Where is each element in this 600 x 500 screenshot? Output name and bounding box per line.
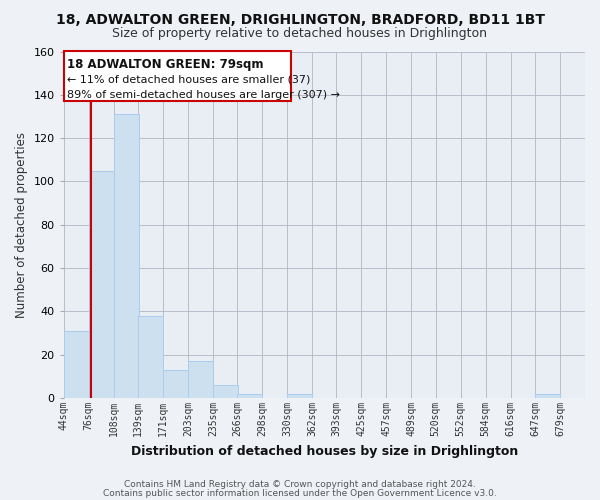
Text: 89% of semi-detached houses are larger (307) →: 89% of semi-detached houses are larger (… xyxy=(67,90,340,101)
Bar xyxy=(114,114,139,398)
Text: Size of property relative to detached houses in Drighlington: Size of property relative to detached ho… xyxy=(113,28,487,40)
Bar xyxy=(64,52,291,102)
Bar xyxy=(89,170,113,398)
Text: 18 ADWALTON GREEN: 79sqm: 18 ADWALTON GREEN: 79sqm xyxy=(67,58,263,71)
Text: Contains public sector information licensed under the Open Government Licence v3: Contains public sector information licen… xyxy=(103,488,497,498)
Bar xyxy=(213,385,238,398)
Text: Contains HM Land Registry data © Crown copyright and database right 2024.: Contains HM Land Registry data © Crown c… xyxy=(124,480,476,489)
Bar xyxy=(535,394,560,398)
Text: 18, ADWALTON GREEN, DRIGHLINGTON, BRADFORD, BD11 1BT: 18, ADWALTON GREEN, DRIGHLINGTON, BRADFO… xyxy=(56,12,545,26)
Y-axis label: Number of detached properties: Number of detached properties xyxy=(15,132,28,318)
Bar xyxy=(188,362,213,398)
Bar xyxy=(238,394,262,398)
Bar xyxy=(138,316,163,398)
X-axis label: Distribution of detached houses by size in Drighlington: Distribution of detached houses by size … xyxy=(131,444,518,458)
Bar xyxy=(287,394,312,398)
Text: ← 11% of detached houses are smaller (37): ← 11% of detached houses are smaller (37… xyxy=(67,74,310,84)
Bar xyxy=(163,370,188,398)
Bar xyxy=(64,331,89,398)
